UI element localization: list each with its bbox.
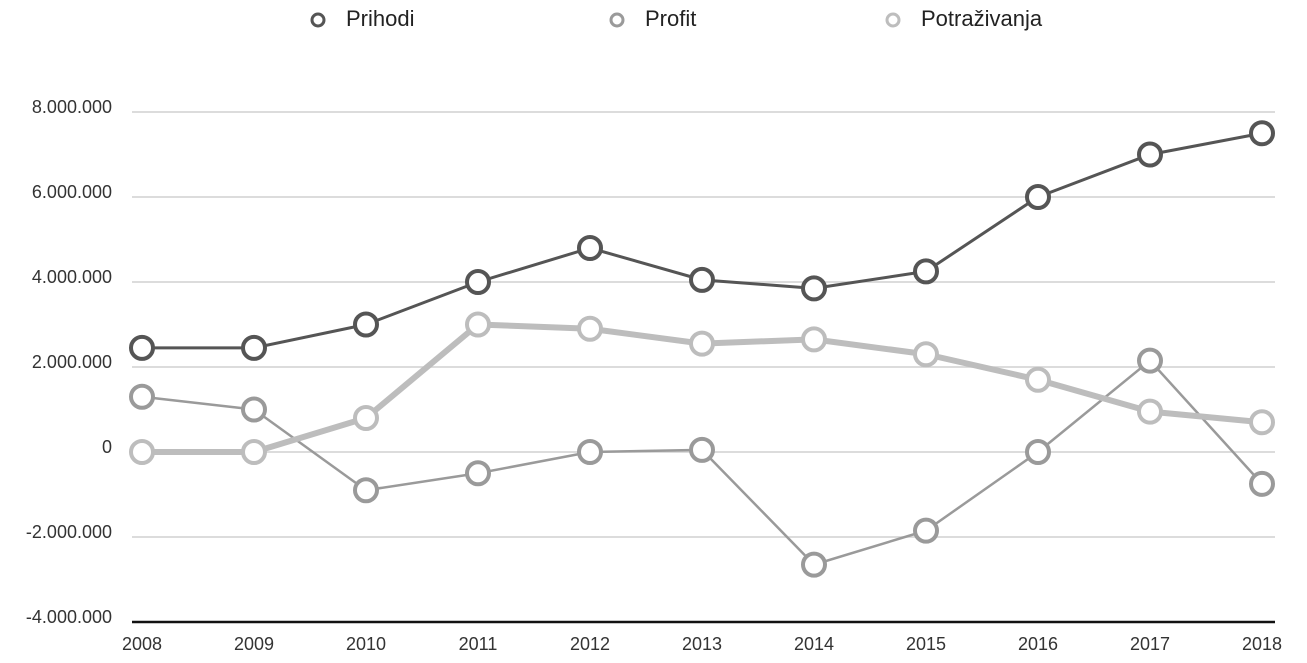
x-tick-label: 2015 [906, 634, 946, 654]
data-point [353, 311, 379, 338]
data-point [241, 439, 267, 465]
data-point [1025, 439, 1051, 465]
legend-label: Potraživanja [921, 6, 1043, 31]
legend-marker [609, 12, 625, 28]
y-tick-label: 4.000.000 [32, 267, 112, 287]
x-tick-label: 2010 [346, 634, 386, 654]
x-tick-label: 2013 [682, 634, 722, 654]
data-point [577, 315, 603, 342]
data-point [577, 439, 603, 465]
data-point [241, 334, 267, 361]
data-point [801, 275, 827, 302]
x-tick-label: 2014 [794, 634, 834, 654]
legend-marker [310, 12, 326, 28]
y-tick-label: 2.000.000 [32, 352, 112, 372]
data-point [353, 477, 379, 504]
y-tick-label: 0 [102, 437, 112, 457]
x-tick-label: 2017 [1130, 634, 1170, 654]
data-point [1025, 366, 1051, 393]
data-point [129, 383, 155, 410]
legend-label: Prihodi [346, 6, 414, 31]
x-tick-label: 2011 [459, 634, 498, 654]
data-point [577, 235, 603, 261]
x-tick-label: 2009 [234, 634, 274, 654]
y-tick-label: 6.000.000 [32, 182, 112, 202]
data-point [1025, 184, 1051, 210]
data-point [689, 330, 715, 357]
data-point [801, 551, 827, 578]
x-tick-label: 2008 [122, 634, 162, 654]
data-point [689, 266, 715, 293]
data-point [913, 341, 939, 368]
data-point [465, 460, 491, 487]
data-point [1249, 409, 1275, 436]
legend: Prihodi Profit Potraživanja [310, 6, 1043, 31]
data-point [1137, 398, 1163, 425]
data-point [689, 436, 715, 463]
x-tick-label: 2016 [1018, 634, 1058, 654]
x-tick-label: 2012 [570, 634, 610, 654]
data-point [129, 439, 155, 465]
data-point [353, 405, 379, 431]
legend-marker [885, 12, 901, 28]
data-point [465, 311, 491, 338]
y-tick-label: -2.000.000 [26, 522, 112, 542]
data-point [465, 269, 491, 295]
x-tick-label: 2018 [1242, 634, 1282, 654]
y-tick-label: 8.000.000 [32, 97, 112, 117]
data-point [801, 326, 827, 353]
data-point [1137, 141, 1163, 168]
data-point [1137, 347, 1163, 374]
data-point [129, 334, 155, 361]
data-point [913, 258, 939, 285]
data-point [1249, 120, 1275, 147]
data-point [913, 517, 939, 544]
data-point [241, 396, 267, 423]
legend-label: Profit [645, 6, 696, 31]
series-line [142, 131, 1263, 350]
y-tick-label: -4.000.000 [26, 607, 112, 627]
data-point [1249, 470, 1275, 497]
